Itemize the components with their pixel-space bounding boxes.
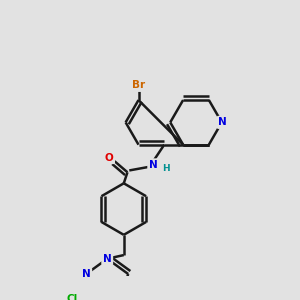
Text: N: N (218, 117, 227, 128)
Text: N: N (149, 160, 158, 170)
Text: H: H (162, 164, 170, 173)
Text: Br: Br (132, 80, 145, 90)
Text: N: N (103, 254, 112, 264)
Text: Cl: Cl (67, 294, 78, 300)
Text: O: O (105, 153, 113, 163)
Text: N: N (82, 269, 91, 279)
